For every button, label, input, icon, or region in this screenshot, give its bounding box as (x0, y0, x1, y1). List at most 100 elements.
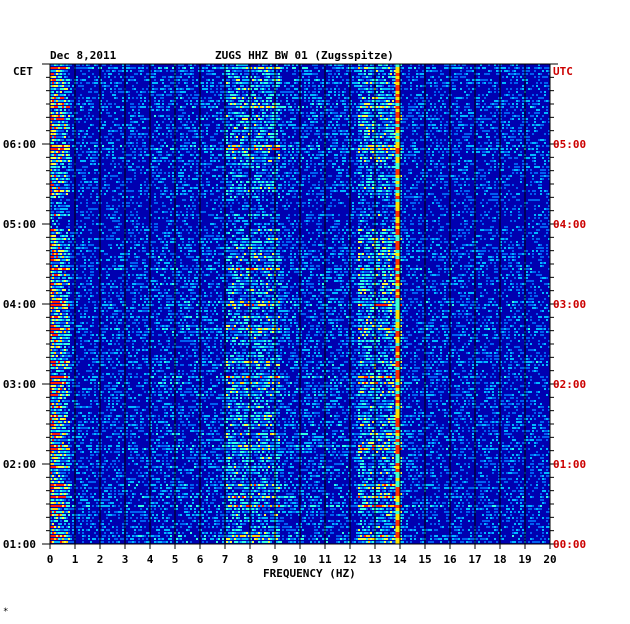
spectrogram-cell (512, 145, 514, 147)
spectrogram-cell (54, 100, 56, 102)
spectrogram-cell (234, 97, 236, 99)
spectrogram-cell (158, 100, 160, 102)
spectrogram-cell (266, 142, 268, 144)
spectrogram-cell (492, 127, 494, 129)
spectrogram-cell (188, 163, 190, 165)
spectrogram-cell (254, 118, 256, 120)
spectrogram-cell (318, 157, 320, 159)
spectrogram-cell (278, 82, 280, 84)
spectrogram-cell (240, 70, 242, 72)
spectrogram-cell (178, 118, 180, 120)
spectrogram-cell (276, 160, 278, 162)
spectrogram-cell (306, 70, 308, 72)
spectrogram-cell (432, 127, 434, 129)
spectrogram-cell (452, 154, 454, 156)
spectrogram-cell (186, 73, 188, 75)
spectrogram-cell (384, 139, 386, 141)
spectrogram-cell (368, 91, 370, 93)
spectrogram-cell (372, 79, 374, 81)
spectrogram-cell (518, 169, 520, 171)
spectrogram-cell (542, 76, 544, 78)
spectrogram-cell (54, 154, 56, 156)
spectrogram-cell (180, 97, 182, 99)
spectrogram-cell (484, 103, 486, 105)
spectrogram-cell (368, 67, 370, 69)
spectrogram-cell (480, 118, 482, 120)
spectrogram-cell (388, 115, 390, 117)
spectrogram-cell (194, 157, 196, 159)
spectrogram-cell (372, 70, 374, 72)
spectrogram-cell (178, 115, 180, 117)
spectrogram-cell (464, 106, 466, 108)
spectrogram-cell (420, 85, 422, 87)
spectrogram-cell (368, 109, 370, 111)
spectrogram-cell (306, 145, 308, 147)
spectrogram-cell (484, 130, 486, 132)
spectrogram-cell (336, 115, 338, 117)
spectrogram-cell (320, 139, 322, 141)
spectrogram-cell (266, 67, 268, 69)
spectrogram-cell (392, 145, 394, 147)
spectrogram-cell (302, 136, 304, 138)
spectrogram-cell (152, 109, 154, 111)
spectrogram-cell (428, 118, 430, 120)
spectrogram-cell (382, 115, 384, 117)
spectrogram-cell (444, 124, 446, 126)
spectrogram-cell (286, 100, 288, 102)
spectrogram-cell (134, 172, 136, 174)
spectrogram-cell (136, 82, 138, 84)
spectrogram-cell (62, 115, 64, 117)
spectrogram-cell (142, 121, 144, 123)
spectrogram-cell (246, 88, 248, 90)
spectrogram-cell (496, 127, 498, 129)
spectrogram-cell (304, 97, 306, 99)
spectrogram-cell (402, 121, 404, 123)
spectrogram-cell (266, 136, 268, 138)
spectrogram-cell (304, 151, 306, 153)
spectrogram-cell (420, 178, 422, 180)
spectrogram-cell (58, 145, 60, 147)
spectrogram-cell (62, 121, 64, 123)
spectrogram-cell (184, 163, 186, 165)
spectrogram-cell (436, 70, 438, 72)
spectrogram-cell (114, 175, 116, 177)
spectrogram-cell (328, 73, 330, 75)
spectrogram-cell (370, 100, 372, 102)
spectrogram-cell (210, 148, 212, 150)
spectrogram-cell (418, 151, 420, 153)
spectrogram-cell (278, 151, 280, 153)
spectrogram-cell (188, 127, 190, 129)
spectrogram-cell (316, 109, 318, 111)
spectrogram-cell (52, 157, 54, 159)
spectrogram-cell (52, 151, 54, 153)
spectrogram-cell (376, 124, 378, 126)
spectrogram-cell (266, 139, 268, 141)
spectrogram-cell (468, 148, 470, 150)
spectrogram-cell (234, 76, 236, 78)
spectrogram-cell (382, 151, 384, 153)
spectrogram-cell (210, 136, 212, 138)
spectrogram-cell (430, 163, 432, 165)
spectrogram-cell (422, 91, 424, 93)
spectrogram-cell (64, 91, 66, 93)
spectrogram-cell (436, 118, 438, 120)
spectrogram-cell (170, 76, 172, 78)
spectrogram-cell (354, 118, 356, 120)
spectrogram-cell (222, 139, 224, 141)
spectrogram-cell (372, 172, 374, 174)
spectrogram-cell (484, 175, 486, 177)
spectrogram-cell (422, 73, 424, 75)
spectrogram-cell (516, 103, 518, 105)
spectrogram-cell (526, 127, 528, 129)
spectrogram-cell (180, 94, 182, 96)
spectrogram-cell (320, 115, 322, 117)
spectrogram-cell (462, 115, 464, 117)
spectrogram-cell (320, 118, 322, 120)
spectrogram-cell (252, 73, 254, 75)
spectrogram-cell (230, 88, 232, 90)
spectrogram-cell (436, 85, 438, 87)
spectrogram-cell (328, 148, 330, 150)
spectrogram-cell (386, 115, 388, 117)
spectrogram-cell (258, 160, 260, 162)
spectrogram-cell (54, 88, 56, 90)
